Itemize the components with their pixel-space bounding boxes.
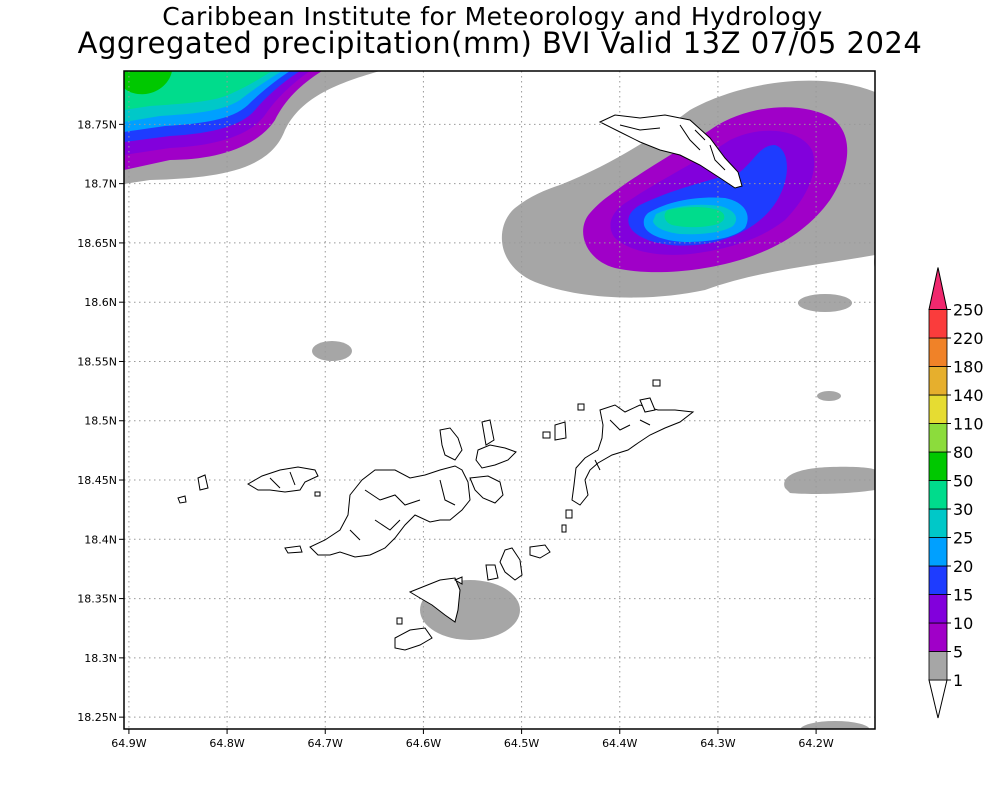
lat-tick-label: 18.6N [84,296,117,309]
lat-tick-label: 18.4N [84,533,117,546]
colorbar-label: 25 [953,529,973,548]
colorbar-label: 1 [953,671,963,690]
island-guana [475,419,517,469]
island-west-cays [177,474,321,554]
colorbar-swatch [928,451,948,481]
colorbar-label: 250 [953,301,984,320]
colorbar-swatch [928,366,948,396]
colorbar-swatch [928,651,948,681]
colorbar-swatch [928,480,948,510]
precip-area-northwest [124,71,380,184]
map-title-institute: Caribbean Institute for Meteorology and … [162,2,823,31]
lon-tick-label: 64.9W [111,737,146,750]
lat-tick-label: 18.45N [77,474,117,487]
island-virgin-gorda [571,404,695,506]
lat-tick-label: 18.55N [77,355,117,368]
island-norman-peter [394,547,523,651]
colorbar-swatch [928,309,948,339]
map-gridlines [124,71,875,729]
lon-tick-label: 64.2W [798,737,833,750]
colorbar-swatch [928,394,948,424]
island-great-camanoe [439,427,463,461]
colorbar-swatch [928,537,948,567]
lat-tick-label: 18.5N [84,415,117,428]
island-tortola [309,465,471,558]
colorbar-label: 30 [953,500,973,519]
colorbar-label: 80 [953,443,973,462]
colorbar-label: 180 [953,358,984,377]
colorbar-swatch [928,594,948,624]
colorbar-swatch [928,423,948,453]
map-frame [123,70,876,730]
colorbar-bottom-arrow [928,679,948,719]
longitude-axis: 64.9W 64.8W 64.7W 64.6W 64.5W 64.4W 64.3W 64.2W [111,729,834,750]
colorbar-label: 20 [953,557,973,576]
colorbar-top-arrow [928,267,948,310]
lon-tick-label: 64.3W [700,737,735,750]
map-title-product: Aggregated precipitation(mm) BVI Valid 1… [77,26,923,60]
colorbar-swatch [928,337,948,367]
lon-tick-label: 64.6W [406,737,441,750]
latitude-axis: 18.75N 18.7N 18.65N 18.6N 18.55N 18.5N 18.45N 1… [77,118,124,724]
colorbar-label: 10 [953,614,973,633]
island-beef-island [469,475,504,504]
precipitation-shading [124,71,875,729]
colorbar-label: 5 [953,643,963,662]
island-small-east [577,379,661,413]
island-outlines [177,114,743,651]
island-jost-van-dyke [247,466,319,493]
island-st-thomas [598,114,743,189]
colorbar-label: 15 [953,586,973,605]
lat-tick-label: 18.3N [84,652,117,665]
colorbar-swatch [928,508,948,538]
colorbar-label: 110 [953,415,984,434]
colorbar-label: 220 [953,329,984,348]
colorbar-label: 50 [953,472,973,491]
colorbar-swatch [928,622,948,652]
lat-tick-label: 18.25N [77,711,117,724]
lat-tick-label: 18.35N [77,593,117,606]
lon-tick-label: 64.8W [209,737,244,750]
precip-area-northeast [501,80,875,298]
lat-tick-label: 18.65N [77,237,117,250]
lat-tick-label: 18.7N [84,178,117,191]
lon-tick-label: 64.4W [602,737,637,750]
lat-tick-label: 18.75N [77,118,117,131]
colorbar-swatch [928,565,948,595]
lon-tick-label: 64.7W [308,737,343,750]
colorbar-label: 140 [953,386,984,405]
lon-tick-label: 64.5W [504,737,539,750]
island-cays-mid [529,421,573,559]
